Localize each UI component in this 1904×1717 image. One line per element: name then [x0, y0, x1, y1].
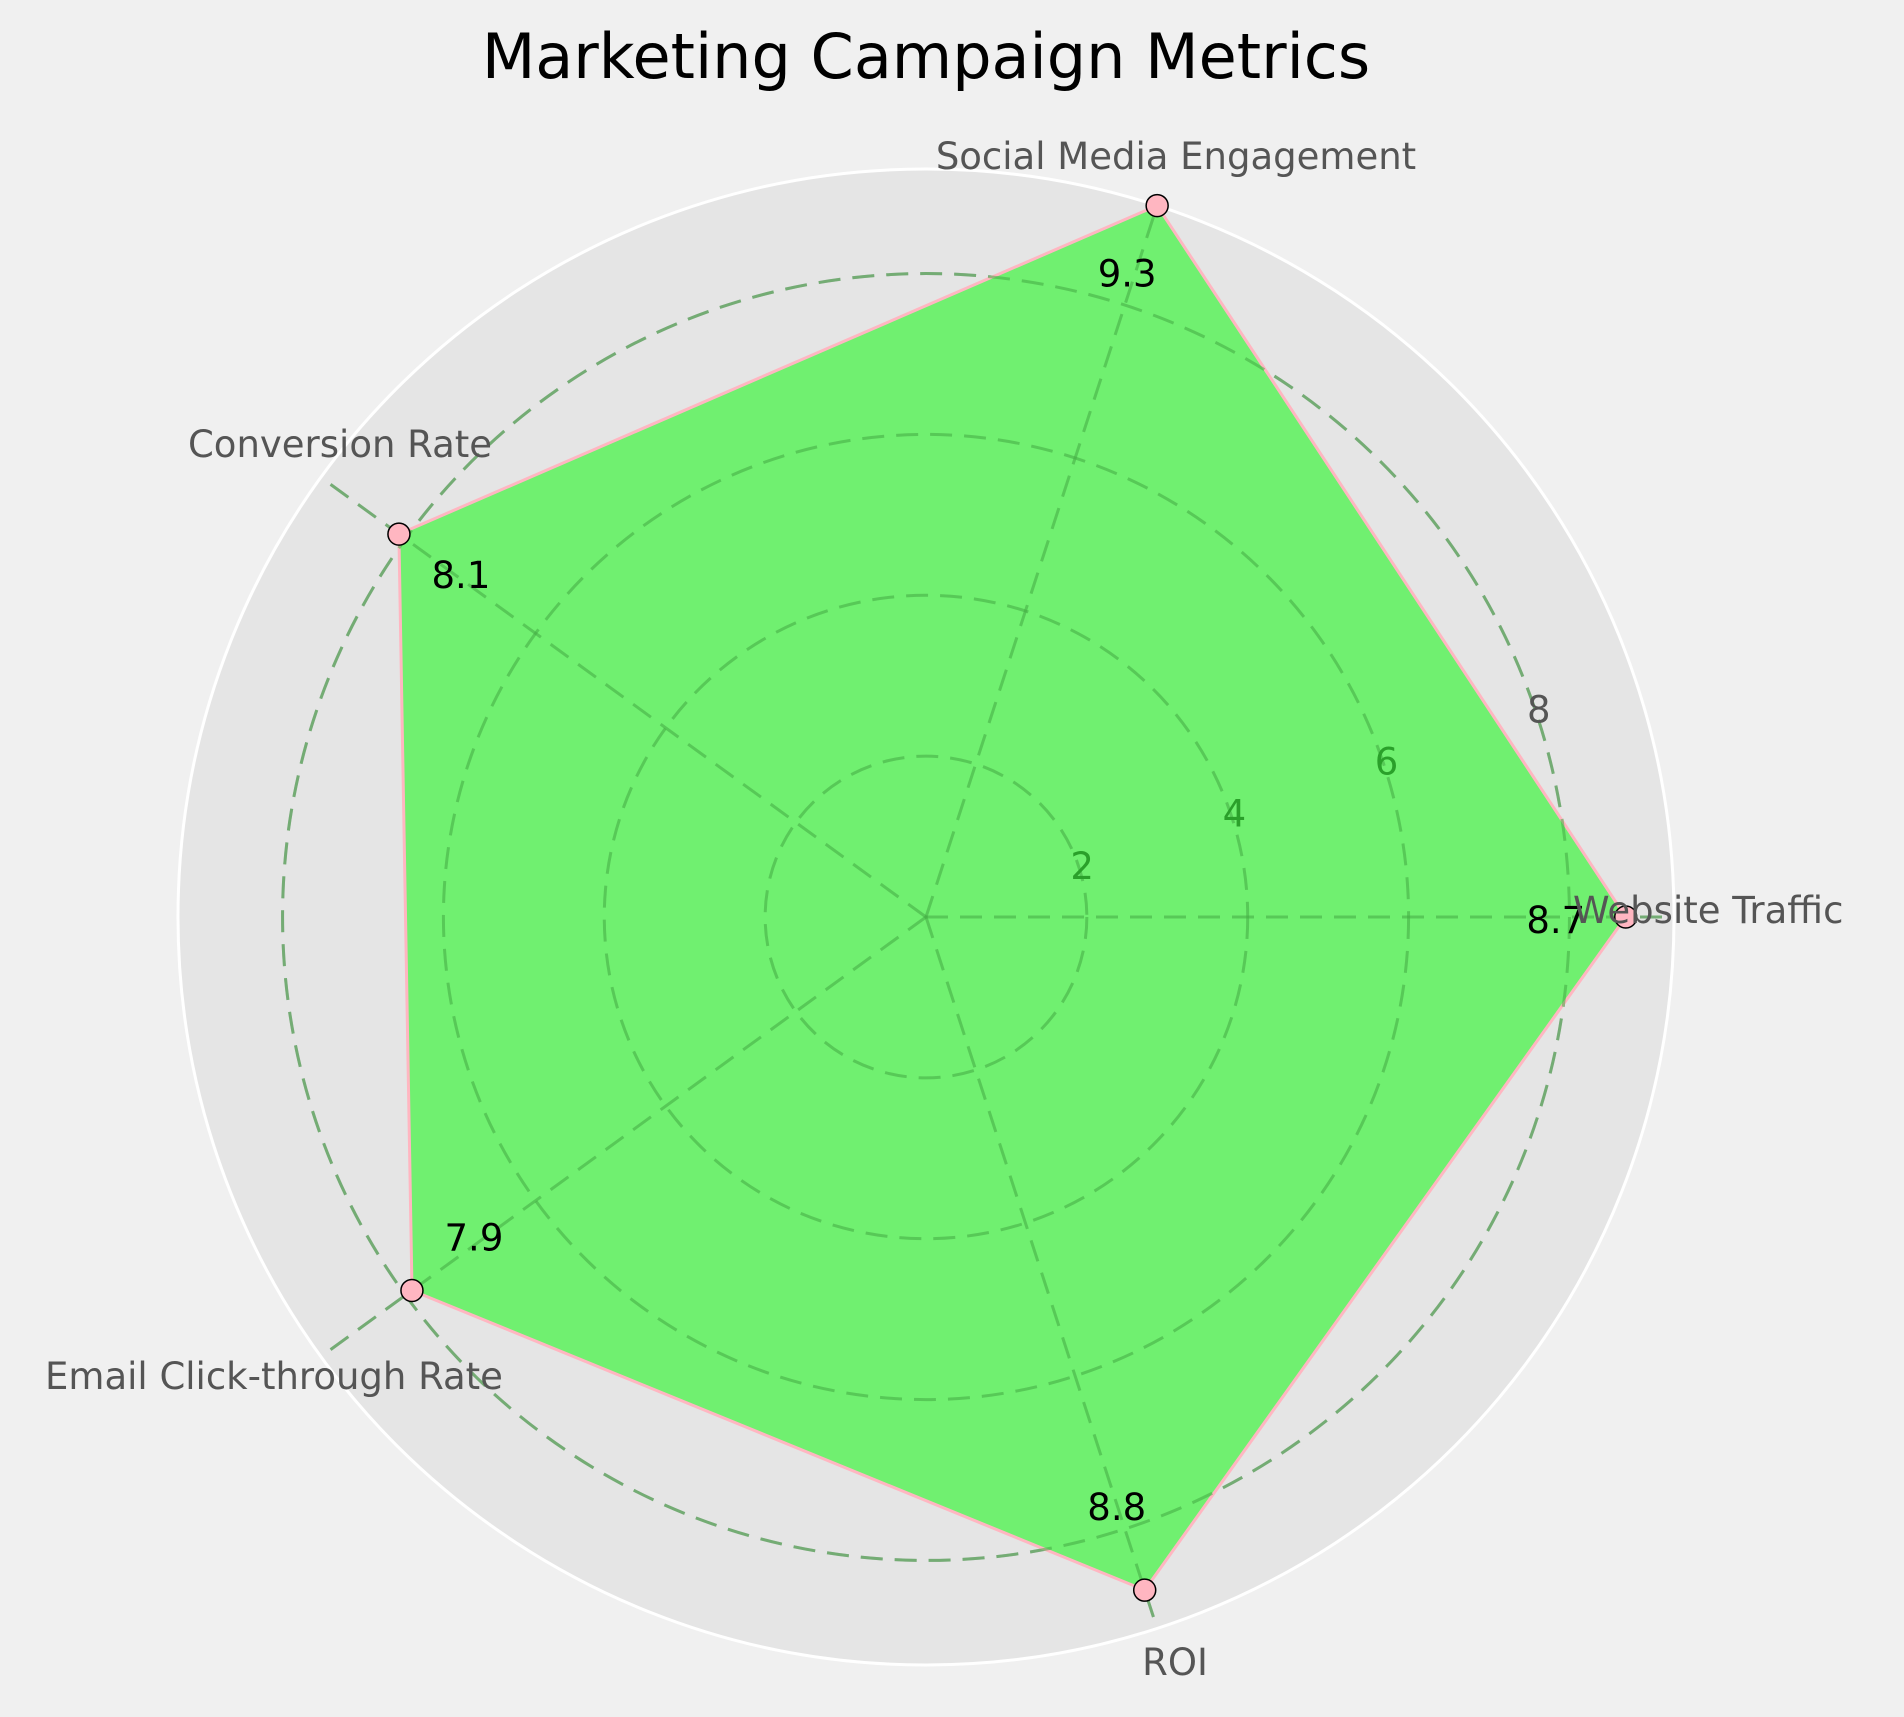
radial-tick-label: 4 [1223, 793, 1247, 836]
data-point [1613, 905, 1638, 929]
data-point [400, 1278, 424, 1303]
chart-title: Marketing Campaign Metrics [482, 20, 1370, 93]
data-point [1145, 193, 1169, 218]
angular-gridline-overlay [924, 916, 1159, 1629]
data-value-label: 8.1 [432, 554, 491, 597]
radial-tick-label: 6 [1375, 741, 1399, 784]
data-value-label: 8.7 [1526, 899, 1585, 942]
plot-area: 2 4 6 8 8.7 9.3 8.1 7.9 8.8 Website Traffic Social… [45, 135, 1843, 1684]
radial-tick-label: 8 [1527, 688, 1551, 731]
category-label: Social Media Engagement [936, 135, 1416, 178]
data-point [387, 522, 411, 546]
radial-gridline-overlay [281, 272, 1571, 1562]
category-label: Email Click-through Rate [45, 1355, 503, 1398]
data-point [1132, 1578, 1157, 1602]
category-label: Conversion Rate [188, 423, 492, 466]
data-value-label: 8.8 [1087, 1486, 1146, 1529]
angular-gridline-overlay [319, 915, 927, 1358]
radial-gridline-overlay [763, 754, 1089, 1080]
angular-gridline-overlay [319, 476, 927, 919]
data-value-label: 9.3 [1098, 253, 1157, 296]
data-value-label: 7.9 [445, 1216, 504, 1259]
category-label: Website Traffic [1573, 889, 1843, 932]
category-label: ROI [1142, 1641, 1208, 1684]
series-area [397, 204, 1628, 1592]
angular-gridline-overlay [924, 205, 1159, 918]
radial-tick-label: 2 [1070, 845, 1094, 888]
